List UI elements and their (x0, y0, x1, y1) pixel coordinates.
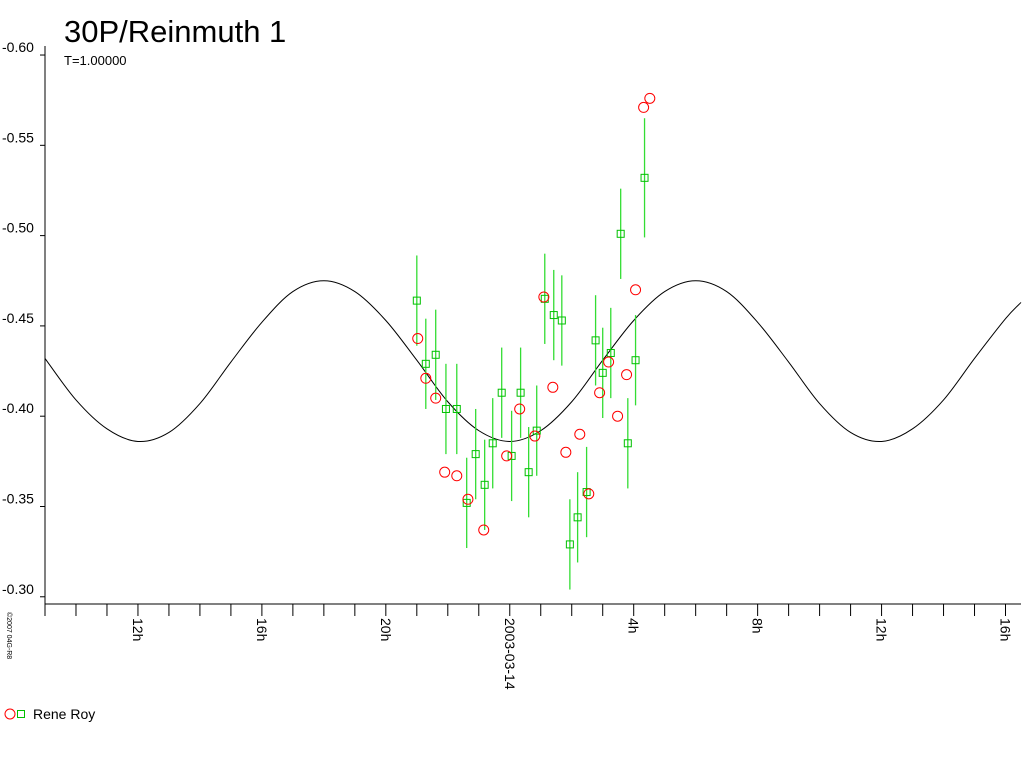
circle-point (412, 333, 424, 345)
x-tick-label: 8h (750, 618, 766, 634)
y-tick-label: -0.60 (2, 39, 34, 55)
square-point (549, 311, 558, 320)
model-curve (44, 280, 1022, 443)
square-point (623, 439, 632, 448)
square-point (471, 450, 480, 459)
square-point (431, 350, 440, 359)
y-tick-label: -0.35 (2, 490, 34, 506)
circle-point (583, 488, 595, 500)
circle-point (644, 92, 656, 104)
circle-point (462, 493, 474, 505)
square-point (497, 388, 506, 397)
square-point (452, 404, 461, 413)
square-point (412, 296, 421, 305)
circle-point (612, 410, 624, 422)
square-point (524, 468, 533, 477)
y-tick-label: -0.30 (2, 581, 34, 597)
circle-point (594, 387, 606, 399)
circle-point (603, 356, 615, 368)
square-point (532, 426, 541, 435)
circle-point (630, 284, 642, 296)
square-point (598, 368, 607, 377)
square-point (480, 480, 489, 489)
square-point (507, 451, 516, 460)
circle-point (501, 450, 513, 462)
circle-point (529, 430, 541, 442)
legend-circle (4, 708, 16, 720)
square-point (516, 388, 525, 397)
x-tick-label: 20h (378, 618, 394, 641)
circle-point (538, 291, 550, 303)
chart-subtitle: T=1.00000 (64, 53, 127, 68)
square-point (606, 348, 615, 357)
x-tick-label: 12h (874, 618, 890, 641)
square-point (582, 488, 591, 497)
x-tick-label: 16h (998, 618, 1014, 641)
square-point (441, 404, 450, 413)
square-point (591, 336, 600, 345)
circle-point (430, 392, 442, 404)
square-point (557, 316, 566, 325)
square-point (573, 513, 582, 522)
y-tick-label: -0.40 (2, 400, 34, 416)
circle-point (621, 369, 633, 381)
circle-point (560, 446, 572, 458)
chart-title: 30P/Reinmuth 1 (64, 14, 286, 49)
y-tick-label: -0.45 (2, 310, 34, 326)
circle-point (547, 381, 559, 393)
circle-point (574, 428, 586, 440)
copyright: ©2007 04G-R8 (5, 612, 13, 659)
square-point (421, 359, 430, 368)
circle-point (451, 470, 463, 482)
square-point (640, 173, 649, 182)
circle-point (514, 403, 526, 415)
square-point (616, 229, 625, 238)
x-tick-label: 2003-03-14 (502, 618, 518, 690)
x-tick-label: 4h (626, 618, 642, 634)
square-point (488, 439, 497, 448)
square-point (462, 498, 471, 507)
circle-point (439, 466, 451, 478)
y-tick-label: -0.50 (2, 220, 34, 236)
square-point (631, 356, 640, 365)
legend-label: Rene Roy (33, 706, 95, 722)
square-point (565, 540, 574, 549)
circle-point (420, 372, 432, 384)
x-tick-label: 12h (130, 618, 146, 641)
y-tick-label: -0.55 (2, 129, 34, 145)
legend-square (17, 710, 25, 718)
circle-point (478, 524, 490, 536)
x-tick-label: 16h (254, 618, 270, 641)
circle-point (638, 101, 650, 113)
